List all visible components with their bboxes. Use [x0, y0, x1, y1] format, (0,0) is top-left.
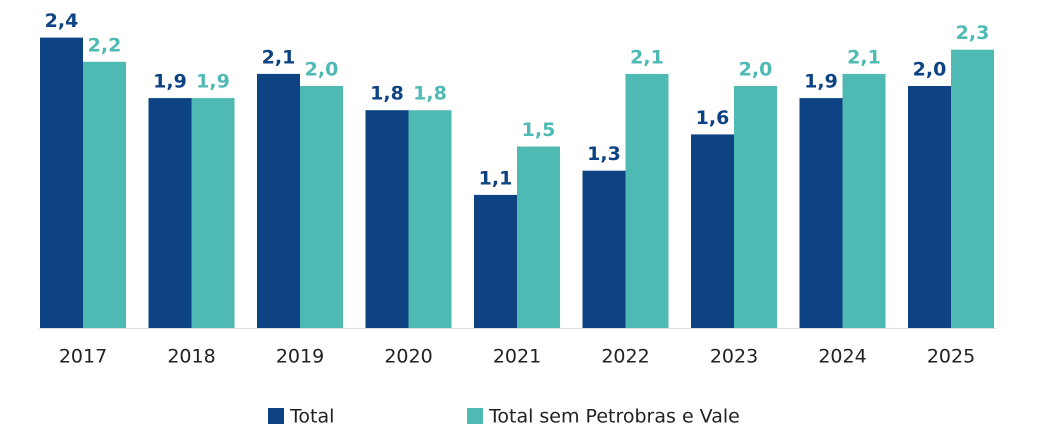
- x-tick-label: 2019: [276, 346, 324, 368]
- value-label: 2,1: [847, 46, 881, 68]
- value-label: 2,0: [913, 59, 947, 81]
- bar: [365, 110, 409, 328]
- legend-label: Total sem Petrobras e Vale: [488, 406, 740, 428]
- value-label: 1,9: [153, 71, 187, 93]
- value-label: 2,4: [45, 10, 79, 32]
- bar: [691, 134, 734, 328]
- x-tick-label: 2023: [710, 346, 758, 368]
- value-label: 2,2: [88, 34, 122, 56]
- value-label: 2,0: [739, 59, 773, 81]
- value-label: 1,9: [804, 71, 838, 93]
- value-label: 1,9: [196, 71, 230, 93]
- bar: [300, 86, 343, 328]
- value-label: 1,6: [696, 107, 730, 129]
- value-label: 2,1: [262, 46, 296, 68]
- x-tick-label: 2021: [493, 346, 541, 368]
- value-label: 1,1: [479, 167, 513, 189]
- legend-swatch: [467, 408, 483, 424]
- legend-label: Total: [289, 406, 334, 428]
- bar: [799, 98, 843, 328]
- x-tick-label: 2025: [927, 346, 975, 368]
- bar: [148, 98, 192, 328]
- value-label: 1,3: [587, 143, 621, 165]
- x-tick-label: 2022: [601, 346, 649, 368]
- bar: [842, 73, 886, 329]
- bar: [625, 73, 669, 329]
- legend-swatch: [268, 408, 284, 424]
- value-label: 1,5: [522, 119, 556, 141]
- x-tick-label: 2018: [167, 346, 215, 368]
- bar: [40, 37, 83, 328]
- bar: [734, 86, 777, 328]
- bar: [517, 146, 560, 328]
- value-label: 1,8: [370, 83, 404, 105]
- value-label: 2,3: [956, 22, 990, 44]
- x-tick-label: 2020: [384, 346, 432, 368]
- value-label: 1,8: [413, 83, 447, 105]
- bar: [582, 170, 626, 328]
- bar: [83, 61, 126, 329]
- bar: [191, 98, 235, 328]
- bar: [408, 110, 452, 328]
- bar: [951, 49, 994, 328]
- bar: [257, 73, 300, 329]
- x-tick-label: 2024: [818, 346, 866, 368]
- bar: [474, 194, 517, 328]
- x-tick-label: 2017: [59, 346, 107, 368]
- value-label: 2,1: [630, 46, 664, 68]
- bar: [908, 86, 951, 328]
- value-label: 2,0: [305, 59, 339, 81]
